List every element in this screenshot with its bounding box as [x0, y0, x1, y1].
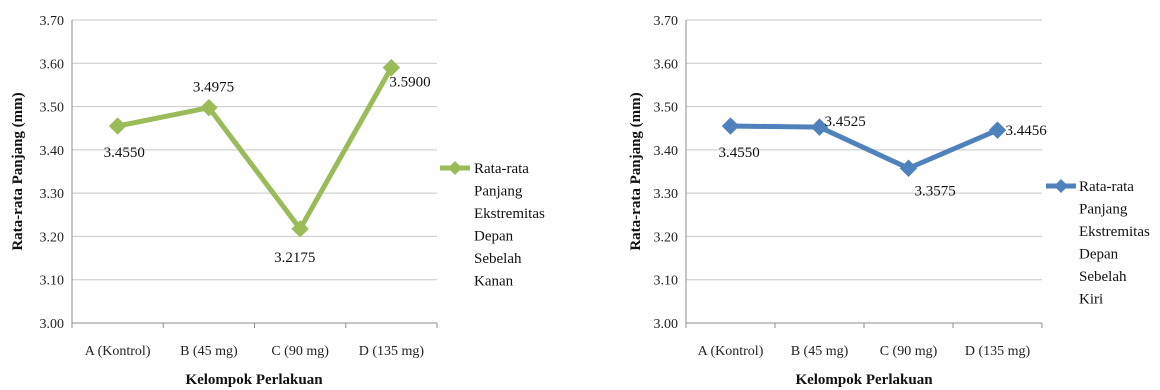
- x-tick-label: B (45 mg): [791, 344, 849, 359]
- y-tick-label: 3.40: [654, 144, 679, 159]
- data-label: 3.4975: [193, 80, 234, 96]
- data-label: 3.4456: [1006, 123, 1048, 139]
- y-axis-title: Rata-rata Panjang (mm): [10, 92, 26, 250]
- data-point: [810, 118, 829, 136]
- data-label: 3.2175: [274, 250, 315, 266]
- x-tick-label: C (90 mg): [880, 344, 938, 359]
- y-tick-label: 3.60: [654, 57, 679, 72]
- legend-label: Sebelah: [1079, 269, 1127, 285]
- x-tick-label: B (45 mg): [180, 344, 238, 359]
- data-point: [721, 117, 740, 135]
- y-tick-label: 3.30: [40, 187, 65, 202]
- data-point: [899, 159, 918, 177]
- legend-label: Kiri: [1079, 292, 1103, 308]
- y-tick-label: 3.70: [654, 14, 679, 29]
- data-point: [988, 121, 1007, 139]
- y-tick-label: 3.70: [40, 14, 65, 29]
- y-tick-label: 3.40: [40, 144, 65, 159]
- legend-label: Rata-rata: [474, 161, 529, 177]
- y-tick-label: 3.50: [654, 101, 679, 116]
- data-label: 3.3575: [915, 183, 956, 199]
- legend-label: Depan: [474, 229, 514, 245]
- y-tick-label: 3.30: [654, 187, 679, 202]
- y-tick-label: 3.60: [40, 57, 65, 72]
- y-tick-label: 3.20: [654, 230, 679, 245]
- legend-marker: [1054, 179, 1068, 193]
- data-label: 3.4550: [719, 145, 760, 161]
- data-label: 3.4550: [104, 145, 145, 161]
- legend-label: Sebelah: [474, 251, 522, 267]
- x-tick-label: A (Kontrol): [85, 344, 151, 359]
- x-axis-title: Kelompok Perlakuan: [795, 372, 933, 388]
- data-point: [382, 58, 401, 77]
- chart-right: 3.00 3.10 3.20 3.30 3.40 3.50 3.60 3.70 A (Kontr…: [628, 14, 1150, 388]
- legend-label: Panjang: [1079, 202, 1128, 218]
- y-tick-label: 3.20: [40, 230, 65, 245]
- legend-label: Kanan: [474, 274, 514, 290]
- data-point: [108, 117, 127, 135]
- x-tick-label: C (90 mg): [271, 344, 329, 359]
- series-line: [115, 65, 394, 232]
- y-tick-label: 3.00: [654, 317, 679, 332]
- legend-label: Rata-rata: [1079, 179, 1134, 195]
- data-point: [200, 98, 218, 117]
- legend-label: Ekstremitas: [1079, 224, 1150, 240]
- chart-left: 3.00 3.10 3.20 3.30 3.40 3.50 3.60 3.70 A (Kontr…: [10, 14, 545, 388]
- legend-label: Ekstremitas: [474, 206, 545, 222]
- series-line: [728, 123, 1000, 171]
- x-tick-label: D (135 mg): [359, 344, 425, 359]
- data-label: 3.4525: [825, 114, 866, 130]
- legend-label: Panjang: [474, 184, 523, 200]
- y-tick-label: 3.00: [40, 317, 65, 332]
- y-tick-label: 3.10: [40, 274, 65, 289]
- x-axis-title: Kelompok Perlakuan: [185, 372, 323, 388]
- y-tick-label: 3.10: [654, 274, 679, 289]
- y-tick-label: 3.50: [40, 101, 65, 116]
- legend-label: Depan: [1079, 247, 1119, 263]
- x-tick-label: D (135 mg): [965, 344, 1031, 359]
- x-tick-label: A (Kontrol): [698, 344, 764, 359]
- legend-marker: [448, 161, 462, 175]
- data-label: 3.5900: [389, 75, 430, 91]
- data-point: [291, 220, 309, 238]
- y-axis-title: Rata-rata Panjang (mm): [628, 92, 644, 250]
